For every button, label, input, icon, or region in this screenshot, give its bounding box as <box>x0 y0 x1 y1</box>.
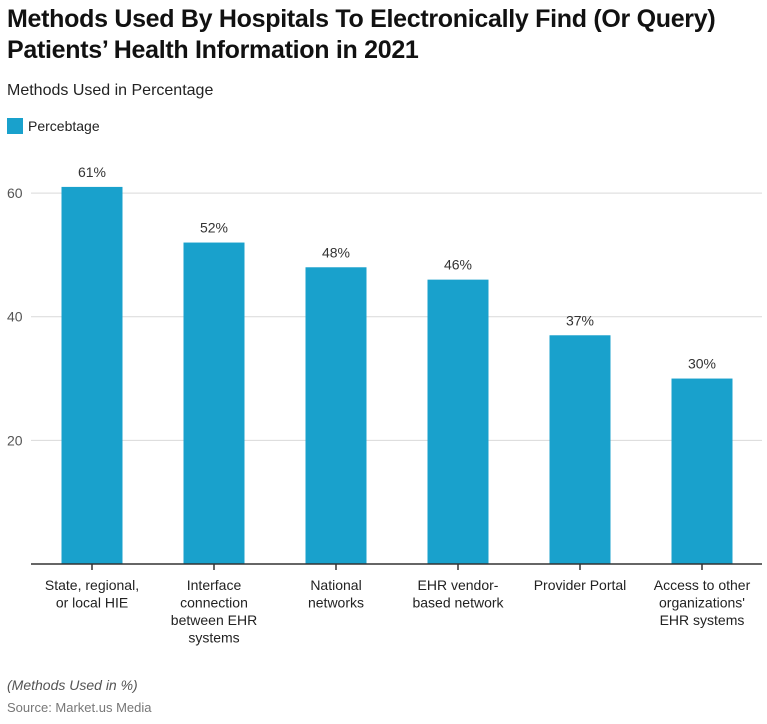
data-label: 61% <box>78 164 106 180</box>
y-tick-label: 40 <box>7 309 23 325</box>
legend: Percebtage <box>7 118 100 134</box>
x-tick-label-line: Access to other <box>654 577 751 593</box>
x-tick-label-line: systems <box>188 630 239 646</box>
bars <box>61 186 733 564</box>
x-tick-label-line: connection <box>180 595 248 611</box>
data-label: 30% <box>688 356 716 372</box>
bar-5 <box>671 378 733 564</box>
y-tick-label: 60 <box>7 185 23 201</box>
x-tick-label-line: networks <box>308 595 364 611</box>
x-tick-label-line: between EHR <box>171 612 257 628</box>
bar-2 <box>305 267 367 564</box>
x-tick-label: State, regional, or local HIE <box>45 577 139 611</box>
labels: 20 40 60 61% State, regional, or local HIE 52%… <box>7 164 751 646</box>
x-tick-label: Interface connection between EHR systems <box>171 577 257 646</box>
x-tick-label: EHR vendor-based network <box>412 577 504 611</box>
x-tick-label: Provider Portal <box>534 577 627 593</box>
x-tick-label-line: based network <box>412 595 504 611</box>
x-tick-label-line: State, regional, <box>45 577 139 593</box>
bar-4 <box>549 335 611 564</box>
x-tick-label: National networks <box>308 577 364 611</box>
bar-3 <box>427 279 489 564</box>
data-label: 37% <box>566 312 594 328</box>
footnote: (Methods Used in %) <box>7 677 138 693</box>
legend-swatch <box>7 118 23 134</box>
x-tick-label-line: Interface <box>187 577 242 593</box>
legend-label: Percebtage <box>28 118 100 134</box>
x-tick-label-line: National <box>310 577 361 593</box>
data-label: 48% <box>322 244 350 260</box>
x-tick-label-line: or local HIE <box>56 595 128 611</box>
data-label: 52% <box>200 220 228 236</box>
bar-0 <box>61 186 123 564</box>
x-tick-label-line: Provider Portal <box>534 577 627 593</box>
x-axis <box>31 563 762 570</box>
x-tick-label-line: EHR vendor- <box>418 577 499 593</box>
y-tick-label: 20 <box>7 432 23 448</box>
chart-subtitle: Methods Used in Percentage <box>7 82 214 99</box>
x-tick-label: Access to other organizations' EHR systems <box>654 577 751 628</box>
bar-1 <box>183 242 245 564</box>
x-tick-label-line: EHR systems <box>660 612 745 628</box>
chart-title: Methods Used By Hospitals To Electronica… <box>7 5 716 64</box>
gridlines <box>31 192 762 441</box>
x-tick-label-line: organizations' <box>659 595 745 611</box>
source-credit: Source: Market.us Media <box>7 700 152 715</box>
data-label: 46% <box>444 257 472 273</box>
